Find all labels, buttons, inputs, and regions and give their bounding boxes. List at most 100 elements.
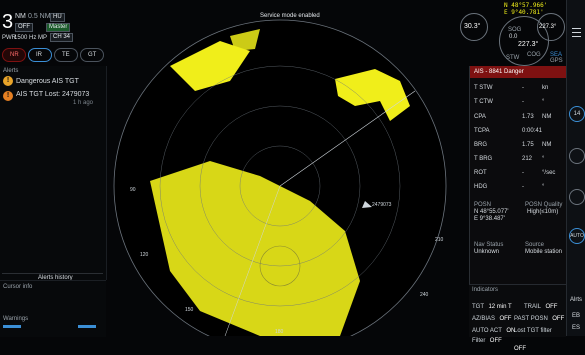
sidebar-footer-label[interactable]: ES — [572, 325, 581, 331]
freq-label: 1500 Hz — [14, 35, 37, 41]
indicator-value: OFF — [514, 346, 526, 352]
sidebar-footer-label[interactable]: EB — [572, 313, 581, 319]
echo-ring — [259, 245, 301, 287]
indicators-panel: Indicators TGT 12 min T TRAIL OFF AZ/BIA… — [469, 284, 566, 352]
alerts-history-button[interactable]: Alerts history — [2, 273, 103, 281]
sidebar-footer-label[interactable]: Alrts — [570, 297, 582, 303]
position-line1: N 48°57.966' — [504, 2, 548, 9]
te-button[interactable]: TE — [54, 48, 78, 62]
target-row-value: - — [522, 99, 524, 105]
right-sidebar: 14 AUTO Alrts EB ES — [566, 0, 585, 336]
heading-line — [279, 90, 416, 187]
nav-status-label: Nav Status — [474, 242, 504, 248]
warning-bar — [78, 325, 96, 328]
gt-button[interactable]: GT — [80, 48, 104, 62]
target-row-unit: ° — [542, 184, 545, 190]
stw-label: STW — [506, 55, 520, 61]
indicator-lost-filter[interactable]: Lost TGT filter OFF — [514, 319, 566, 355]
instrument-cluster: N 48°57.966' E 9°40.781' 30.3° SOG 0.0 2… — [456, 0, 566, 66]
posn-value2: E 9°38.487' — [474, 216, 505, 222]
ir-button[interactable]: IR — [28, 48, 52, 62]
radar-toolbar: NR IR TE GT — [2, 48, 107, 62]
target-row-value: - — [522, 170, 524, 176]
alert-item-text: Dangerous AIS TGT — [16, 78, 79, 85]
sidebar-button-14[interactable]: 14 — [569, 106, 585, 122]
indicator-value: OFF — [545, 304, 558, 310]
alert-item-dangerous[interactable]: ! Dangerous AIS TGT — [3, 75, 103, 89]
alert-item-lost[interactable]: ! AIS TGT Lost: 2479073 1 h ago — [3, 90, 103, 106]
filter-value: OFF — [489, 338, 502, 344]
menu-icon[interactable] — [572, 28, 581, 37]
offset-chip[interactable]: OFF — [15, 23, 33, 32]
speed-dial[interactable]: 30.3° — [460, 13, 488, 41]
target-row-value: 212 — [522, 156, 533, 162]
radar-display[interactable]: 90 120 150 180 210 240 2479073 Service m… — [110, 11, 450, 336]
alert-item-time: 1 h ago — [73, 100, 94, 106]
sidebar-button-auto[interactable]: AUTO — [569, 228, 585, 244]
indicator-label: AUTO ACT — [472, 328, 502, 334]
bearing-label: 180 — [275, 329, 284, 335]
range-sub: 0.5 NM — [28, 13, 51, 20]
compass-dial[interactable]: SOG 0.0 227.3° STW COG — [499, 16, 549, 66]
target-row-unit: °/sec — [542, 170, 556, 176]
ebl-line — [224, 185, 281, 336]
target-row-label: ROT — [474, 170, 487, 176]
target-row-value: 1.73 — [522, 114, 534, 120]
ais-target-icon[interactable] — [362, 201, 372, 208]
target-row-unit: NM — [542, 142, 552, 148]
target-row-label: T CTW — [474, 99, 493, 105]
status-message: Service mode enabled — [260, 13, 320, 19]
range-value: 3 — [2, 11, 14, 33]
indicators-title: Indicators — [472, 287, 499, 293]
master-chip[interactable]: Master — [46, 23, 71, 32]
indicator-label: AZ/BIAS — [472, 316, 496, 322]
te-button-label: TE — [62, 52, 70, 58]
warning-icon: ! — [3, 91, 13, 101]
indicator-tgt[interactable]: TGT 12 min T — [472, 295, 512, 313]
indicator-label: TRAIL — [524, 304, 542, 310]
range-unit: NM — [15, 13, 26, 20]
filter-label: Filter — [472, 338, 486, 344]
bearing-label: 240 — [420, 292, 429, 298]
target-row-unit: kn — [542, 85, 549, 91]
target-header[interactable]: AIS - 8841 Danger — [470, 66, 567, 78]
warning-icon: ! — [3, 76, 13, 86]
alert-item-text: AIS TGT Lost: 2479073 — [16, 91, 90, 98]
bearing-label: 150 — [185, 307, 194, 313]
warning-bar — [3, 325, 21, 328]
cursor-info-label: Cursor info — [3, 284, 33, 290]
ir-button-label: IR — [36, 52, 42, 58]
ref-label: SEA — [550, 52, 563, 58]
gt-button-label: GT — [88, 52, 97, 58]
cog-label: COG — [527, 52, 541, 58]
pwr-label: PWR — [2, 35, 16, 41]
target-row-unit: NM — [542, 114, 552, 120]
indicator-auto-act[interactable]: AUTO ACT ON — [472, 319, 515, 337]
posn-label: POSN — [474, 202, 492, 208]
echo-blob-main — [150, 161, 360, 336]
target-row-label: HDG — [474, 184, 488, 190]
indicator-value: ON — [506, 328, 516, 334]
mode-chip[interactable]: HU — [50, 13, 65, 22]
sog-value: 0.0 — [509, 34, 518, 40]
nr-button[interactable]: NR — [2, 48, 26, 62]
target-row-value: - — [522, 184, 524, 190]
target-info-panel: AIS - 8841 Danger T STW - kn T CTW - ° C… — [469, 66, 567, 316]
indicator-az-bias[interactable]: AZ/BIAS OFF — [472, 307, 511, 325]
range-readout[interactable]: 3 NM 0.5 NM HU OFF Master PWR 1500 Hz MP… — [2, 12, 107, 42]
channel-chip[interactable]: CH 34 — [50, 33, 74, 42]
indicator-past-posn[interactable]: PAST POSN OFF — [514, 307, 564, 325]
sidebar-button-2[interactable] — [569, 148, 585, 164]
indicator-value: 12 min T — [488, 304, 512, 310]
cog-value: 227.3° — [518, 41, 539, 48]
nav-status-value: Unknown — [474, 249, 500, 255]
speed-value: 30.3° — [464, 23, 481, 30]
target-row-label: TCPA — [474, 128, 490, 134]
alerts-title: Alerts — [3, 68, 19, 74]
heading-dial[interactable]: 227.3° — [537, 13, 565, 41]
indicator-trail[interactable]: TRAIL OFF — [524, 295, 557, 313]
filter-toggle[interactable]: Filter OFF — [472, 329, 502, 347]
target-row-unit: ° — [542, 99, 545, 105]
sidebar-button-3[interactable] — [569, 189, 585, 205]
target-row-label: BRG — [474, 142, 488, 148]
